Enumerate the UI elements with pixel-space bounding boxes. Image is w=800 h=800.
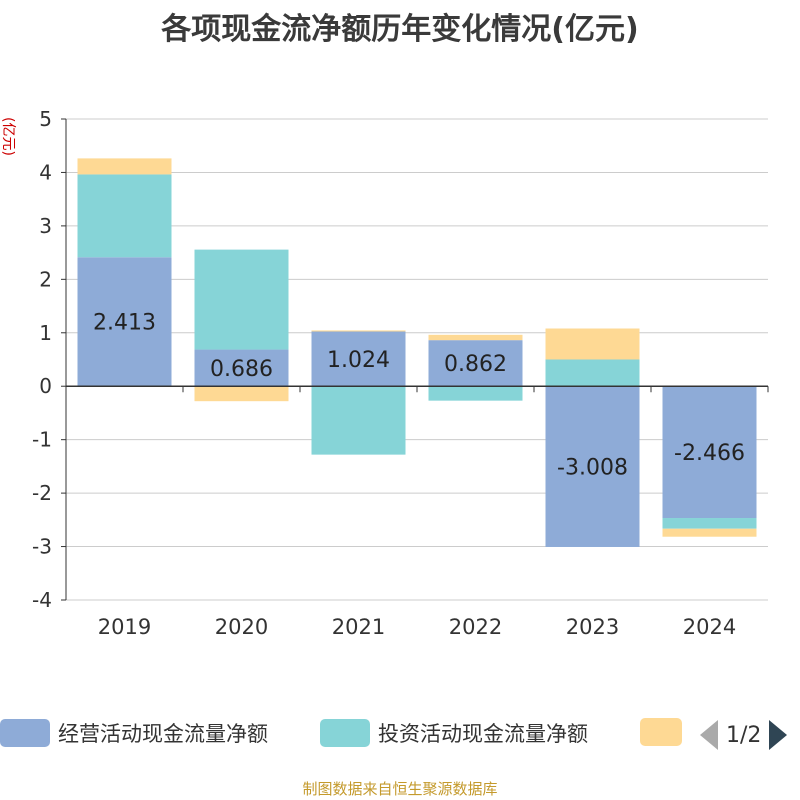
bar-series1-2023[interactable] (545, 359, 640, 387)
bar-series1-2019[interactable] (77, 174, 172, 258)
source-note: 制图数据来自恒生聚源数据库 (302, 780, 498, 798)
y-tick-label: -3 (32, 535, 52, 559)
data-label: 2.413 (93, 311, 156, 336)
y-tick-label: 0 (39, 374, 52, 398)
pager-prev-icon[interactable] (700, 720, 718, 750)
bar-series0-2020[interactable] (194, 349, 289, 387)
x-tick-label: 2021 (332, 615, 385, 639)
y-tick-label: 4 (39, 160, 52, 184)
grid-lines (66, 118, 768, 601)
bars (77, 158, 757, 547)
bar-series2-2023[interactable] (545, 328, 640, 360)
data-label: -2.466 (674, 441, 745, 466)
bar-series2-2024[interactable] (662, 528, 757, 537)
legend-label-operating: 经营活动现金流量净额 (58, 722, 268, 746)
y-tick-label: -2 (32, 481, 52, 505)
bar-series2-2022[interactable] (428, 334, 523, 341)
bar-series2-2021[interactable] (311, 330, 406, 332)
legend-item-financing[interactable] (640, 718, 682, 746)
legend-item-investing[interactable]: 投资活动现金流量净额 (320, 718, 588, 748)
y-tick-label: -4 (32, 588, 52, 612)
bar-series0-2021[interactable] (311, 331, 406, 387)
bar-series2-2019[interactable] (77, 158, 172, 175)
chart-title: 各项现金流净额历年变化情况(亿元) (161, 12, 639, 47)
bar-series1-2024[interactable] (662, 518, 757, 529)
data-label: 1.024 (327, 348, 390, 373)
data-label: 0.686 (210, 357, 273, 382)
legend-swatch-financing (640, 718, 682, 746)
bar-series2-2020[interactable] (194, 386, 289, 402)
legend-label-investing: 投资活动现金流量净额 (378, 722, 588, 746)
data-labels: 2.413 0.686 1.024 0.862 -3.008 -2.466 (93, 311, 745, 481)
bar-series1-2022[interactable] (428, 386, 523, 401)
data-label: -3.008 (557, 456, 628, 481)
bar-series1-2021[interactable] (311, 386, 406, 455)
y-axis-title: (亿元) (0, 117, 16, 156)
x-tick-label: 2020 (215, 615, 268, 639)
x-tick-label: 2024 (683, 615, 736, 639)
legend-swatch-operating (0, 719, 50, 747)
legend: 经营活动现金流量净额 投资活动现金流量净额 1/2 (0, 716, 800, 756)
bar-series1-2020[interactable] (194, 249, 289, 350)
bar-series0-2024[interactable] (662, 386, 757, 519)
y-tick-label: 3 (39, 214, 52, 238)
bar-series0-2023[interactable] (545, 386, 640, 547)
pager-next-icon[interactable] (769, 720, 788, 750)
y-tick-label: 5 (39, 107, 52, 131)
y-tick-label: -1 (32, 428, 52, 452)
legend-swatch-investing (320, 719, 370, 747)
legend-pager: 1/2 (700, 716, 788, 754)
data-label: 0.862 (444, 352, 507, 377)
y-tick-label: 2 (39, 267, 52, 291)
bar-series0-2022[interactable] (428, 340, 523, 387)
x-tick-label: 2019 (98, 615, 151, 639)
pager-text: 1/2 (726, 722, 762, 748)
legend-item-operating[interactable]: 经营活动现金流量净额 (0, 718, 268, 748)
bar-series0-2019[interactable] (77, 257, 172, 387)
x-tick-label: 2023 (566, 615, 619, 639)
axes: 5 4 3 2 1 0 -1 -2 -3 -4 2019 2020 2021 2022 2023 2024 (32, 107, 769, 639)
y-tick-label: 1 (39, 321, 52, 345)
x-tick-label: 2022 (449, 615, 502, 639)
